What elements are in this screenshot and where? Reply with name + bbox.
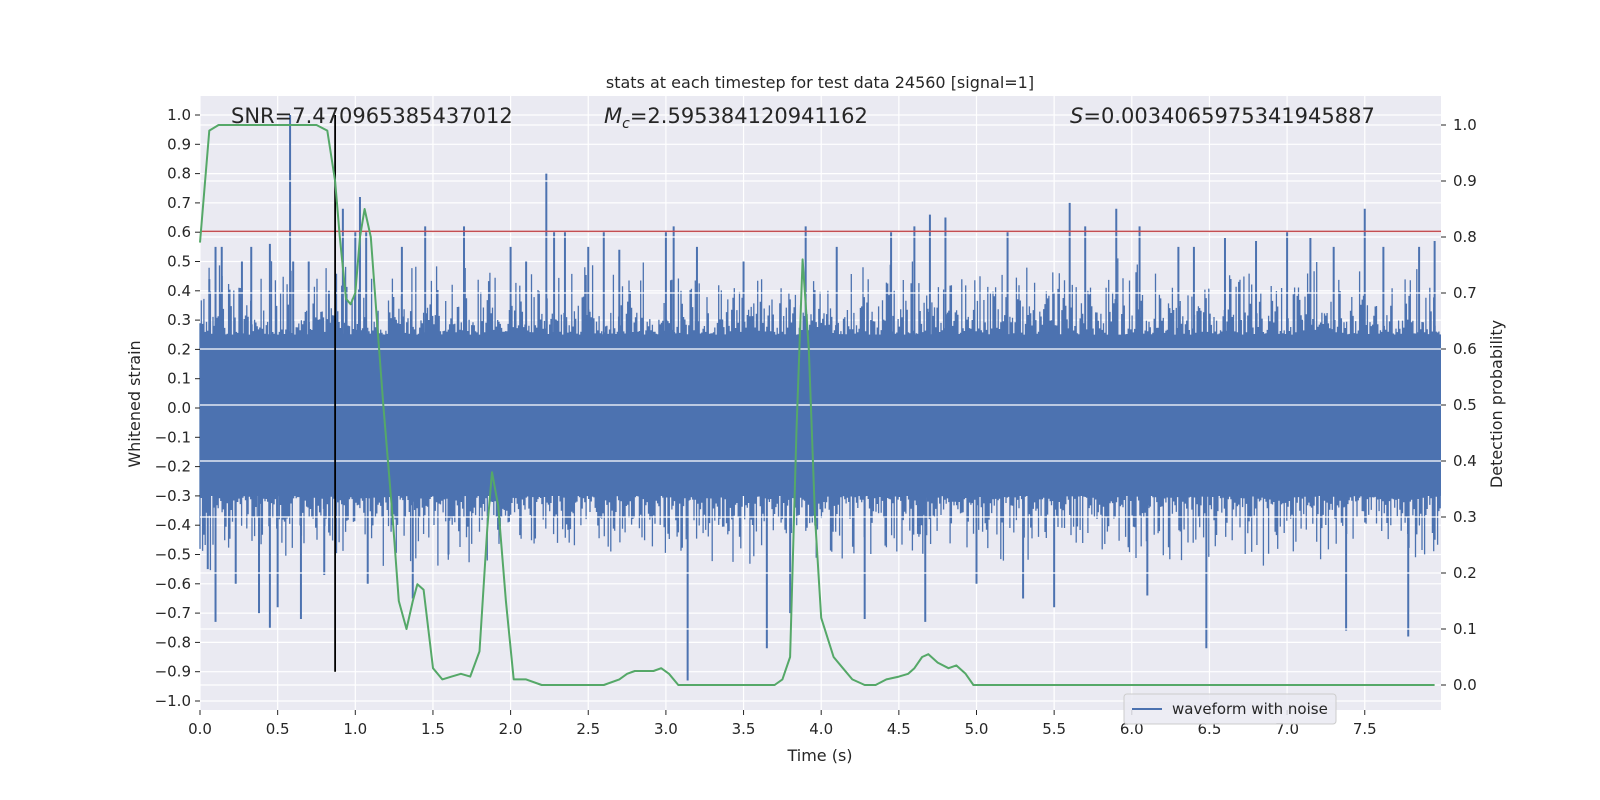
s-value: =0.0034065975341945887: [1083, 104, 1375, 128]
y-tick-label-left: −0.6: [155, 575, 191, 593]
x-tick-label: 0.5: [266, 720, 290, 738]
legend: waveform with noise: [1123, 693, 1337, 725]
x-tick-label: 4.0: [809, 720, 833, 738]
y-tick-label-right: 0.5: [1453, 396, 1477, 414]
y-tick-label-left: −0.1: [155, 428, 191, 446]
y-tick-label-right: 0.9: [1453, 172, 1477, 190]
y-tick-label-left: 0.6: [167, 223, 191, 241]
y-tick-label-left: 0.7: [167, 194, 191, 212]
chirp-mass-value: =2.595384120941162: [630, 104, 868, 128]
chirp-mass-subscript: c: [622, 116, 630, 132]
s-symbol: S: [1070, 104, 1083, 128]
x-tick-label: 1.0: [343, 720, 367, 738]
legend-label: waveform with noise: [1172, 700, 1328, 718]
y-tick-label-right: 0.8: [1453, 228, 1477, 246]
probability-line: [199, 124, 1435, 686]
y-tick-label-left: 0.2: [167, 340, 191, 358]
s-annotation: S=0.0034065975341945887: [1070, 104, 1375, 128]
y-tick-label-left: 0.8: [167, 165, 191, 183]
x-tick-label: 5.0: [965, 720, 989, 738]
chirp-mass-symbol: M: [604, 104, 622, 128]
y-tick-label-left: −0.3: [155, 487, 191, 505]
y-tick-label-left: 0.4: [167, 282, 191, 300]
y-tick-label-right: 0.3: [1453, 508, 1477, 526]
x-tick-label: 2.5: [576, 720, 600, 738]
y-tick-label-right: 0.7: [1453, 284, 1477, 302]
y-tick-label-left: −0.4: [155, 516, 191, 534]
x-tick-label: 4.5: [887, 720, 911, 738]
axes: 0.0 0.5 1.0 1.5 2.0 2.5 3.0 3.5 4.0 4.5 5.0 5.5 6.0 6…: [155, 106, 1477, 738]
y-tick-label-right: 0.1: [1453, 620, 1477, 638]
x-tick-label: 3.5: [732, 720, 756, 738]
y-tick-label-left: −0.8: [155, 633, 191, 651]
x-tick-label: 3.0: [654, 720, 678, 738]
waveform-series: [199, 115, 1441, 681]
y-tick-label-right: 1.0: [1453, 116, 1477, 134]
snr-annotation: SNR=7.470965385437012: [231, 104, 513, 128]
chirp-mass-annotation: Mc=2.595384120941162: [604, 104, 868, 132]
y-tick-label-right: 0.4: [1453, 452, 1477, 470]
x-tick-label: 5.5: [1042, 720, 1066, 738]
y-tick-label-left: −0.2: [155, 458, 191, 476]
y-tick-label-left: 0.1: [167, 370, 191, 388]
probability-series: [199, 124, 1435, 686]
y-tick-label-left: 0.3: [167, 311, 191, 329]
x-tick-label: 1.5: [421, 720, 445, 738]
x-tick-label: 7.5: [1353, 720, 1377, 738]
y-tick-label-left: 0.5: [167, 253, 191, 271]
legend-box: [1123, 693, 1337, 725]
y-tick-label-right: 0.6: [1453, 340, 1477, 358]
x-axis-label: Time (s): [786, 746, 852, 765]
x-tick-label: 0.0: [188, 720, 212, 738]
waveform-core: [200, 334, 1441, 496]
x-tick-label: 2.0: [499, 720, 523, 738]
y-tick-label-right: 0.2: [1453, 564, 1477, 582]
y-tick-label-left: −0.9: [155, 663, 191, 681]
y-axis-label-right: Detection probability: [1487, 320, 1506, 488]
y-tick-label-left: −0.7: [155, 604, 191, 622]
y-axis-label-left: Whitened strain: [125, 340, 144, 467]
y-tick-label-left: 0.9: [167, 135, 191, 153]
y-tick-label-left: −1.0: [155, 692, 191, 710]
y-tick-label-left: −0.5: [155, 546, 191, 564]
y-tick-label-left: 0.0: [167, 399, 191, 417]
y-tick-label-right: 0.0: [1453, 676, 1477, 694]
chart-title: stats at each timestep for test data 245…: [606, 73, 1034, 92]
y-tick-label-left: 1.0: [167, 106, 191, 124]
